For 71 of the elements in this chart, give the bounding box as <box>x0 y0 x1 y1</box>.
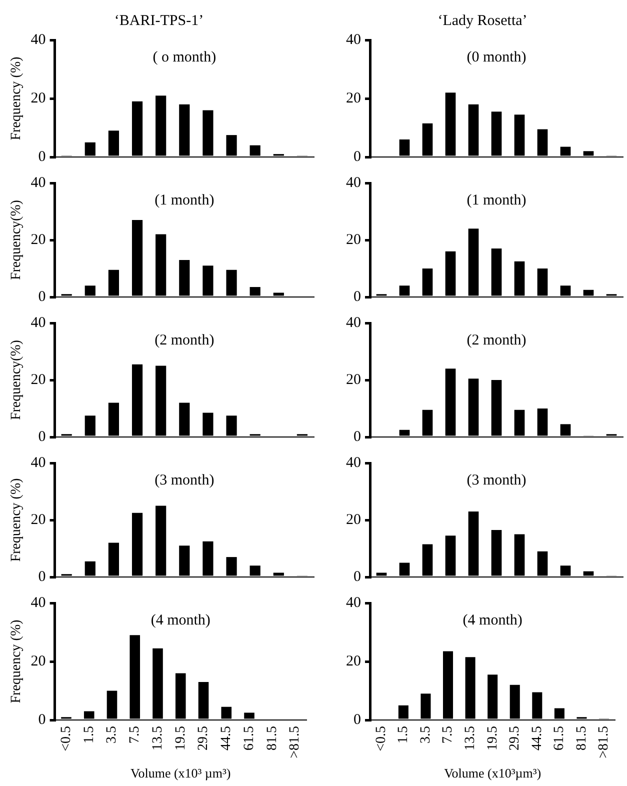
y-tick-label: 20 <box>346 232 361 248</box>
y-tick-label: 0 <box>38 568 46 585</box>
y-tick-label: 20 <box>30 90 46 106</box>
x-tick-label: 7.5 <box>128 726 143 744</box>
text: (1 month) <box>466 192 526 208</box>
chart-title: ‘BARI-TPS-1’ <box>114 12 204 29</box>
text: ( o month) <box>152 49 216 66</box>
x-tick-label: 44.5 <box>219 726 234 751</box>
x-tick-label: 3.5 <box>104 726 120 744</box>
x-tick-label: 61.5 <box>552 726 568 751</box>
x-tick-label: 1.5 <box>396 726 412 744</box>
x-axis-title: Volume (x10³µm³) <box>444 766 542 781</box>
y-tick-label: 0 <box>354 288 361 305</box>
y-tick-label: 20 <box>30 232 46 248</box>
text: (2 month) <box>154 332 214 348</box>
x-tick-label: 81.5 <box>264 726 280 751</box>
text: (4 month) <box>462 612 522 628</box>
x-tick-label: <0.5 <box>374 726 389 752</box>
y-tick-label: 0 <box>38 288 46 305</box>
y-tick-label: 20 <box>30 653 46 670</box>
y-tick-label: 40 <box>30 32 46 48</box>
text: (1 month) <box>154 192 214 208</box>
y-tick-label: 20 <box>346 90 361 106</box>
x-axis-title: Volume (x10³ µm³) <box>130 766 231 781</box>
y-tick-label: 20 <box>346 372 361 388</box>
y-tick-label: 40 <box>30 174 46 191</box>
text: (3 month) <box>466 472 526 488</box>
x-tick-label: 81.5 <box>574 726 590 751</box>
text: (0 month) <box>466 49 526 66</box>
y-tick-label: 40 <box>346 32 361 48</box>
y-tick-label: 0 <box>354 148 361 165</box>
y-tick-label: 40 <box>30 314 46 331</box>
x-tick-label: 7.5 <box>440 726 456 744</box>
x-tick-label: 19.5 <box>485 726 500 751</box>
text: (3 month) <box>154 472 214 488</box>
y-tick-label: 0 <box>354 712 361 728</box>
x-tick-label: 19.5 <box>173 726 188 751</box>
x-tick-label: >81.5 <box>596 726 612 758</box>
x-tick-label: <0.5 <box>58 726 74 752</box>
y-tick-label: 0 <box>354 568 361 585</box>
y-axis-title: Frequency(%) <box>9 340 24 420</box>
y-tick-label: 40 <box>346 594 361 611</box>
y-tick-label: 20 <box>30 512 46 528</box>
y-axis-title: Frequency (%) <box>9 478 24 562</box>
y-tick-label: 40 <box>346 174 361 191</box>
x-tick-label: >81.5 <box>288 726 303 758</box>
y-tick-label: 40 <box>346 314 361 331</box>
x-tick-label: 44.5 <box>530 726 545 751</box>
y-axis-title: Frequency (%) <box>9 56 24 140</box>
y-tick-label: 0 <box>38 148 46 165</box>
y-tick-label: 0 <box>354 428 361 445</box>
y-tick-label: 20 <box>346 653 361 670</box>
x-tick-label: 13.5 <box>462 726 478 751</box>
y-tick-label: 40 <box>30 594 46 611</box>
y-tick-label: 0 <box>38 428 46 445</box>
y-tick-label: 20 <box>346 512 361 528</box>
y-tick-label: 40 <box>30 454 46 471</box>
text: (2 month) <box>466 332 526 348</box>
x-tick-label: 1.5 <box>82 726 97 744</box>
text: (4 month) <box>150 612 210 628</box>
y-axis-title: Frequency(%) <box>9 200 24 280</box>
x-tick-label: 3.5 <box>418 726 434 744</box>
x-tick-label: 61.5 <box>242 726 257 751</box>
y-tick-label: 40 <box>346 454 361 471</box>
y-axis-title: Frequency (%) <box>9 619 24 704</box>
x-tick-label: 29.5 <box>508 726 523 751</box>
y-tick-label: 20 <box>30 372 46 388</box>
y-tick-label: 0 <box>38 712 46 728</box>
x-tick-label: 29.5 <box>196 726 212 751</box>
chart-title: ‘Lady Rosetta’ <box>438 12 528 29</box>
x-tick-label: 13.5 <box>150 726 166 751</box>
